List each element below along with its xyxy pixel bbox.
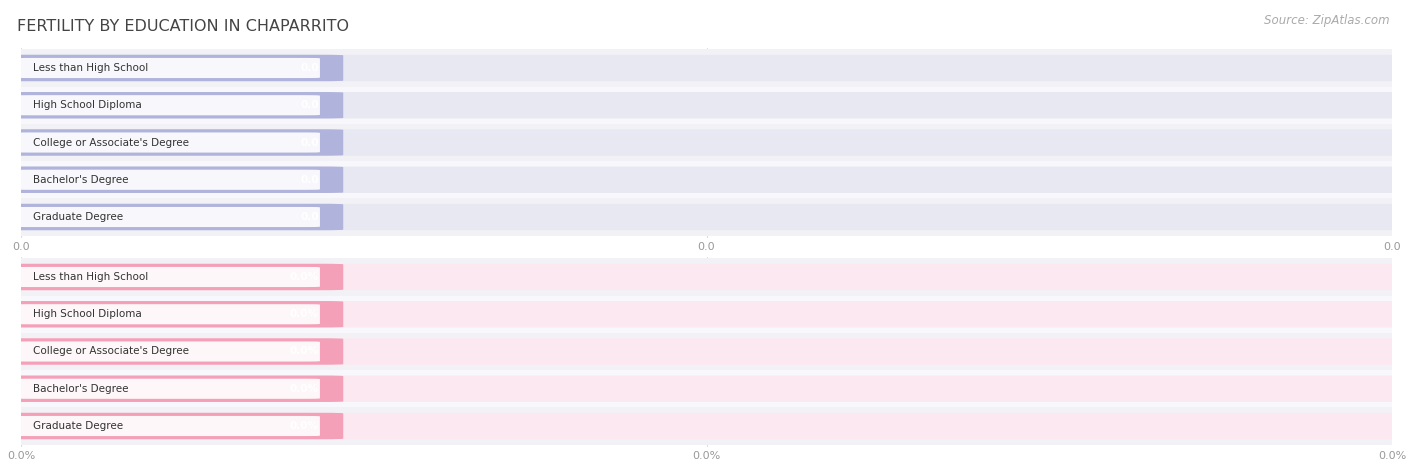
FancyBboxPatch shape <box>0 129 343 156</box>
FancyBboxPatch shape <box>0 301 343 327</box>
FancyBboxPatch shape <box>3 413 1406 439</box>
Text: Graduate Degree: Graduate Degree <box>32 212 122 222</box>
Text: Bachelor's Degree: Bachelor's Degree <box>32 384 128 394</box>
Text: Less than High School: Less than High School <box>32 272 148 282</box>
FancyBboxPatch shape <box>3 204 1406 230</box>
FancyBboxPatch shape <box>15 133 321 152</box>
FancyBboxPatch shape <box>15 342 321 361</box>
FancyBboxPatch shape <box>0 167 343 193</box>
FancyBboxPatch shape <box>15 95 321 115</box>
FancyBboxPatch shape <box>0 55 343 81</box>
Bar <box>21 333 1392 370</box>
Text: College or Associate's Degree: College or Associate's Degree <box>32 137 188 148</box>
Text: 0.0: 0.0 <box>299 137 319 148</box>
Text: 0.0%: 0.0% <box>290 421 319 431</box>
FancyBboxPatch shape <box>15 267 321 287</box>
FancyBboxPatch shape <box>0 376 343 402</box>
Text: 0.0: 0.0 <box>299 100 319 110</box>
Bar <box>21 258 1392 295</box>
FancyBboxPatch shape <box>0 264 343 290</box>
FancyBboxPatch shape <box>3 376 1406 402</box>
FancyBboxPatch shape <box>0 413 343 439</box>
Text: Bachelor's Degree: Bachelor's Degree <box>32 175 128 185</box>
Text: 0.0%: 0.0% <box>290 309 319 319</box>
FancyBboxPatch shape <box>15 379 321 399</box>
FancyBboxPatch shape <box>15 416 321 436</box>
Text: 0.0: 0.0 <box>299 212 319 222</box>
FancyBboxPatch shape <box>15 207 321 227</box>
Bar <box>21 161 1392 199</box>
Text: 0.0%: 0.0% <box>290 272 319 282</box>
Text: College or Associate's Degree: College or Associate's Degree <box>32 346 188 357</box>
FancyBboxPatch shape <box>3 167 1406 193</box>
Text: 0.0: 0.0 <box>299 175 319 185</box>
Text: 0.0: 0.0 <box>299 63 319 73</box>
Text: Source: ZipAtlas.com: Source: ZipAtlas.com <box>1264 14 1389 27</box>
FancyBboxPatch shape <box>3 338 1406 365</box>
Text: Graduate Degree: Graduate Degree <box>32 421 122 431</box>
FancyBboxPatch shape <box>3 55 1406 81</box>
FancyBboxPatch shape <box>3 264 1406 290</box>
Text: 0.0%: 0.0% <box>290 384 319 394</box>
FancyBboxPatch shape <box>3 301 1406 327</box>
Bar <box>21 49 1392 86</box>
Text: Less than High School: Less than High School <box>32 63 148 73</box>
Bar <box>21 370 1392 408</box>
Text: 0.0%: 0.0% <box>290 346 319 357</box>
Bar <box>21 124 1392 161</box>
FancyBboxPatch shape <box>15 170 321 190</box>
Text: High School Diploma: High School Diploma <box>32 100 142 110</box>
FancyBboxPatch shape <box>15 304 321 324</box>
FancyBboxPatch shape <box>0 204 343 230</box>
Bar <box>21 86 1392 124</box>
FancyBboxPatch shape <box>3 92 1406 118</box>
Bar <box>21 408 1392 445</box>
Text: FERTILITY BY EDUCATION IN CHAPARRITO: FERTILITY BY EDUCATION IN CHAPARRITO <box>17 19 349 34</box>
Text: High School Diploma: High School Diploma <box>32 309 142 319</box>
Bar <box>21 199 1392 236</box>
FancyBboxPatch shape <box>0 92 343 118</box>
FancyBboxPatch shape <box>15 58 321 78</box>
FancyBboxPatch shape <box>0 338 343 365</box>
FancyBboxPatch shape <box>3 129 1406 156</box>
Bar <box>21 295 1392 333</box>
